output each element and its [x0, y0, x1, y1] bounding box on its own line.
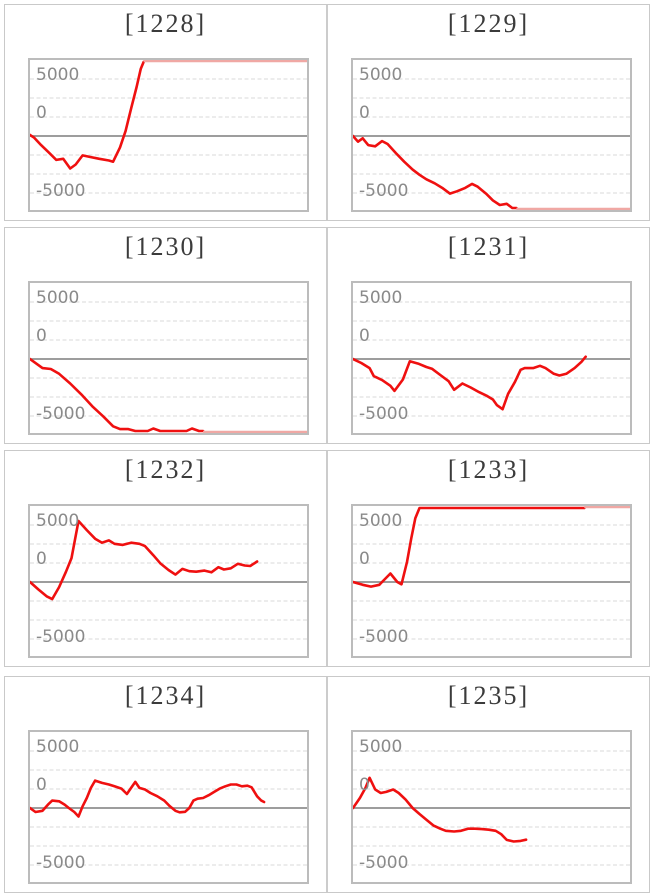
chart-plot-area: 5000 0 -5000 — [351, 504, 632, 658]
y-axis-label: 0 — [359, 103, 370, 123]
chart-row: [1232] 5000 0 -5000 [1233] 5000 0 -5000 — [4, 450, 650, 667]
y-axis-label: 0 — [36, 775, 47, 795]
chart-svg — [353, 78, 630, 210]
panel-title: [1232] — [124, 455, 207, 484]
panel-title: [1234] — [124, 681, 207, 710]
y-axis-label: -5000 — [359, 853, 409, 873]
chart-row: [1234] 5000 0 -5000 [1235] 5000 0 -5000 — [4, 676, 650, 893]
series-line — [30, 779, 266, 818]
chart-panel-1233: [1233] 5000 0 -5000 — [326, 451, 649, 666]
chart-panel-1235: [1235] 5000 0 -5000 — [326, 677, 649, 892]
y-axis-label: -5000 — [36, 181, 86, 201]
chart-plot-area: 5000 0 -5000 — [28, 504, 309, 658]
chart-panel-1232: [1232] 5000 0 -5000 — [5, 451, 326, 666]
chart-panel-1234: [1234] 5000 0 -5000 — [5, 677, 326, 892]
panel-title: [1229] — [447, 9, 530, 38]
chart-plot-area: 5000 0 -5000 — [28, 58, 309, 212]
y-axis-label: -5000 — [36, 853, 86, 873]
chart-panel-1230: [1230] 5000 0 -5000 — [5, 228, 326, 443]
chart-svg — [353, 301, 630, 417]
chart-plot-area: 5000 0 -5000 — [28, 281, 309, 435]
y-axis-label: -5000 — [36, 404, 86, 424]
series-line — [30, 357, 205, 433]
y-axis-label: 0 — [359, 326, 370, 346]
y-axis-label: 5000 — [36, 737, 80, 757]
chart-panel-1229: [1229] 5000 0 -5000 — [326, 5, 649, 220]
chart-plot-area: 5000 0 -5000 — [351, 730, 632, 884]
chart-plot-area: 5000 0 -5000 — [351, 281, 632, 435]
y-axis-label: 0 — [36, 103, 47, 123]
chart-svg — [30, 750, 307, 866]
series-line — [353, 776, 528, 843]
y-axis-label: 0 — [359, 775, 370, 795]
chart-svg — [353, 750, 630, 866]
series-line — [353, 355, 587, 411]
chart-row: [1230] 5000 0 -5000 [1231] 5000 0 -5000 — [4, 227, 650, 444]
series-line — [30, 60, 145, 170]
series-line — [30, 519, 259, 601]
y-axis-label: 0 — [36, 326, 47, 346]
chart-plot-area: 5000 0 -5000 — [28, 730, 309, 884]
y-axis-label: -5000 — [36, 627, 86, 647]
y-axis-label: -5000 — [359, 404, 409, 424]
chart-svg — [30, 519, 307, 640]
series-line — [353, 506, 586, 588]
y-axis-label: 0 — [359, 549, 370, 569]
chart-plot-area: 5000 0 -5000 — [351, 58, 632, 212]
chart-svg — [353, 506, 630, 640]
series-line — [353, 134, 518, 210]
panel-title: [1230] — [124, 232, 207, 261]
y-axis-label: 5000 — [36, 288, 80, 308]
y-axis-label: 5000 — [36, 511, 80, 531]
chart-panel-1231: [1231] 5000 0 -5000 — [326, 228, 649, 443]
y-axis-label: -5000 — [359, 181, 409, 201]
y-axis-label: 5000 — [359, 737, 403, 757]
y-axis-label: 0 — [36, 549, 47, 569]
y-axis-label: -5000 — [359, 627, 409, 647]
chart-svg — [30, 301, 307, 433]
chart-row: [1228] 5000 0 -5000 [1229] 5000 0 -5000 — [4, 4, 650, 221]
panel-title: [1233] — [447, 455, 530, 484]
panel-title: [1228] — [124, 9, 207, 38]
chart-grid: [1228] 5000 0 -5000 [1229] 5000 0 -5000 [1230] 50… — [4, 4, 652, 893]
panel-title: [1231] — [447, 232, 530, 261]
panel-title: [1235] — [447, 681, 530, 710]
chart-panel-1228: [1228] 5000 0 -5000 — [5, 5, 326, 220]
y-axis-label: 5000 — [359, 511, 403, 531]
chart-svg — [30, 60, 307, 194]
y-axis-label: 5000 — [36, 65, 80, 85]
y-axis-label: 5000 — [359, 65, 403, 85]
y-axis-label: 5000 — [359, 288, 403, 308]
